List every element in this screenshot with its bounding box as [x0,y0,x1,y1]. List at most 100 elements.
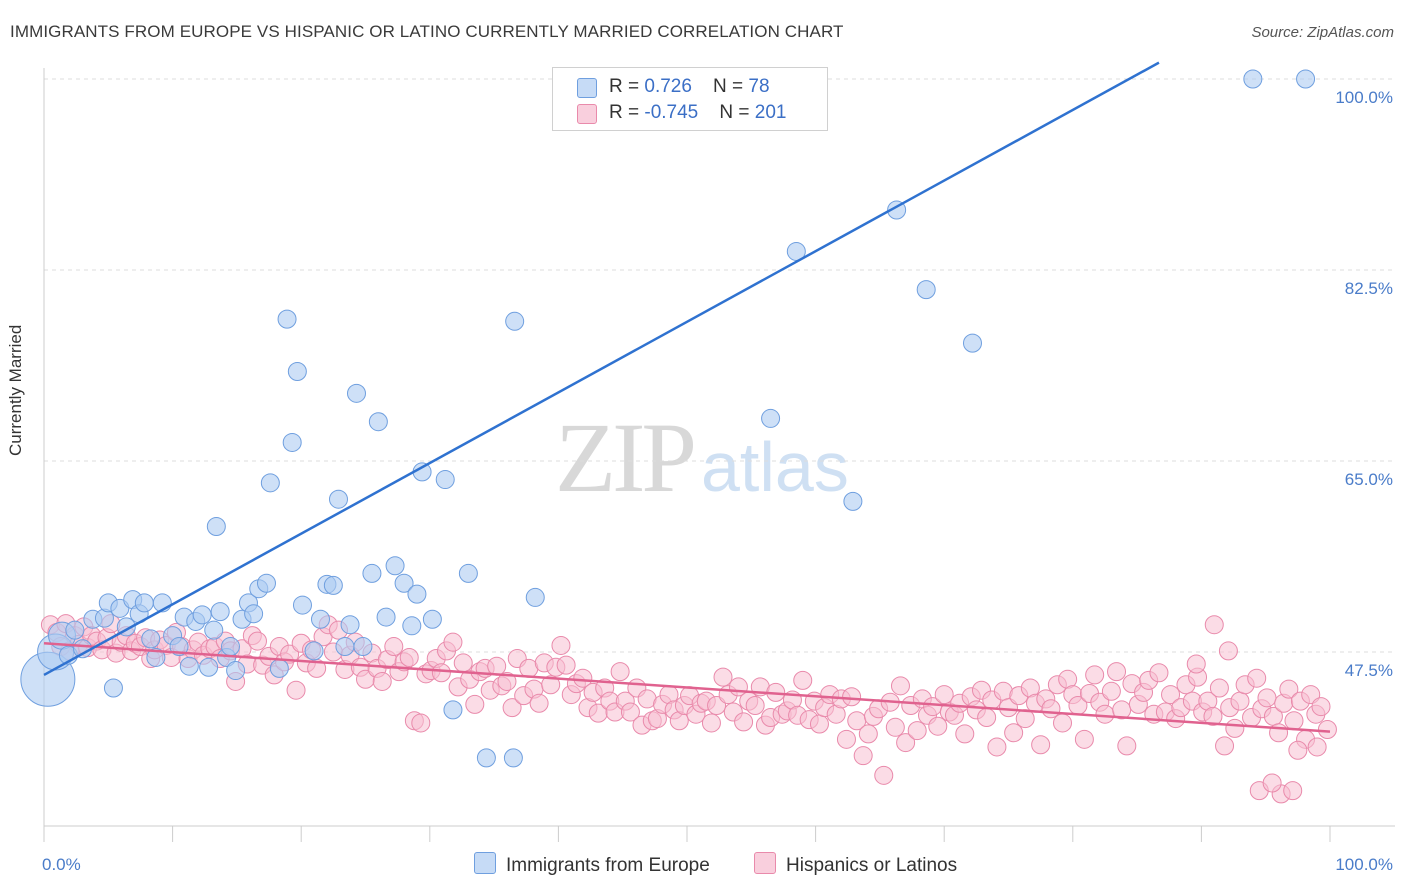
pink-point [907,721,927,741]
blue-point [103,678,123,698]
blue-point [458,563,478,583]
legend-n-label-pink: N = [719,102,755,123]
bottom-legend-swatch-blue [474,852,496,874]
pink-point [1085,665,1105,685]
blue-point [204,620,224,640]
blue-points [20,69,1316,768]
pink-point [809,714,829,734]
pink-point [1053,713,1073,733]
pink-point [431,663,451,683]
pink-point [1074,729,1094,749]
pink-point [1317,719,1337,739]
pink-point [1117,736,1137,756]
pink-point [453,653,473,673]
y-tick-label: 47.5% [1345,661,1393,680]
pink-point [896,733,916,753]
pink-point [497,671,517,691]
pink-point [793,670,813,690]
pink-point [541,675,561,695]
pink-point [1107,662,1127,682]
pink-point [502,698,522,718]
blue-point [310,609,330,629]
grid-lines [44,78,1395,653]
pink-point [1203,706,1223,726]
pink-point [890,676,910,696]
pink-point [934,685,954,705]
pink-point [1161,685,1181,705]
pink-point [1283,781,1303,801]
blue-point [916,280,936,300]
blue-point [503,748,523,768]
blue-point [376,607,396,627]
blue-point [146,647,166,667]
pink-point [701,713,721,733]
pink-point [1284,711,1304,731]
blue-point [962,333,982,353]
pink-point [853,746,873,766]
blue-point [199,657,219,677]
pink-point [1257,688,1277,708]
blue-point [1243,69,1263,89]
pink-point [1247,668,1267,688]
blue-point [206,516,226,536]
blue-point [353,637,373,657]
blue-point [244,604,264,624]
y-tick-label: 100.0% [1335,88,1393,107]
legend: R = 0.726 N = 78 R = -0.745 N = 201 [552,67,828,131]
blue-point [220,637,240,657]
pink-point [443,632,463,652]
pink-point [874,765,894,785]
pink-point [745,695,765,715]
pink-point [1101,681,1121,701]
blue-point [277,309,297,329]
blue-point [304,641,324,661]
pink-point [928,716,948,736]
blue-point [346,383,366,403]
blue-point [323,575,343,595]
bottom-legend-swatch-pink [754,852,776,874]
blue-point [134,593,154,613]
blue-point [340,615,360,635]
blue-point [335,637,355,657]
blue-point [443,700,463,720]
legend-r-value-pink: -0.745 [644,102,699,123]
y-tick-label: 65.0% [1345,470,1393,489]
pink-point [707,695,727,715]
legend-text-pink: R = -0.745 N = 201 [609,102,786,124]
blue-point [192,605,212,625]
pink-point [1262,773,1282,793]
legend-r-label-blue: R = [609,76,645,97]
pink-point [1209,678,1229,698]
legend-text-blue: R = 0.726 N = 78 [609,76,770,98]
pink-point [955,724,975,744]
blue-point [260,473,280,493]
legend-n-label-blue: N = [713,76,749,97]
blue-trend-line [43,61,1160,677]
pink-point [885,717,905,737]
chart-title: IMMIGRANTS FROM EUROPE VS HISPANIC OR LA… [10,22,844,41]
pink-point [1307,737,1327,757]
blue-point [422,609,442,629]
blue-point [141,629,161,649]
blue-point [368,412,388,432]
x-tick-label-start: 0.0% [42,855,81,874]
source-label: Source: ZipAtlas.com [1251,24,1394,41]
pink-point [1004,723,1024,743]
legend-n-value-blue: 78 [748,76,770,97]
blue-point [287,362,307,382]
watermark-atlas: atlas [701,428,849,506]
blue-point [226,661,246,681]
pink-point [1149,663,1169,683]
blue-point [385,556,405,576]
blue-point [210,602,230,622]
bottom-legend-label-blue: Immigrants from Europe [506,855,710,876]
bottom-legend-pink: Hispanics or Latinos [754,852,957,877]
blue-point [394,573,414,593]
blue-point [402,616,422,636]
pink-point [1225,718,1245,738]
pink-point [286,680,306,700]
bottom-legend-label-pink: Hispanics or Latinos [786,855,958,876]
pink-point [384,637,404,657]
pink-point [556,655,576,675]
